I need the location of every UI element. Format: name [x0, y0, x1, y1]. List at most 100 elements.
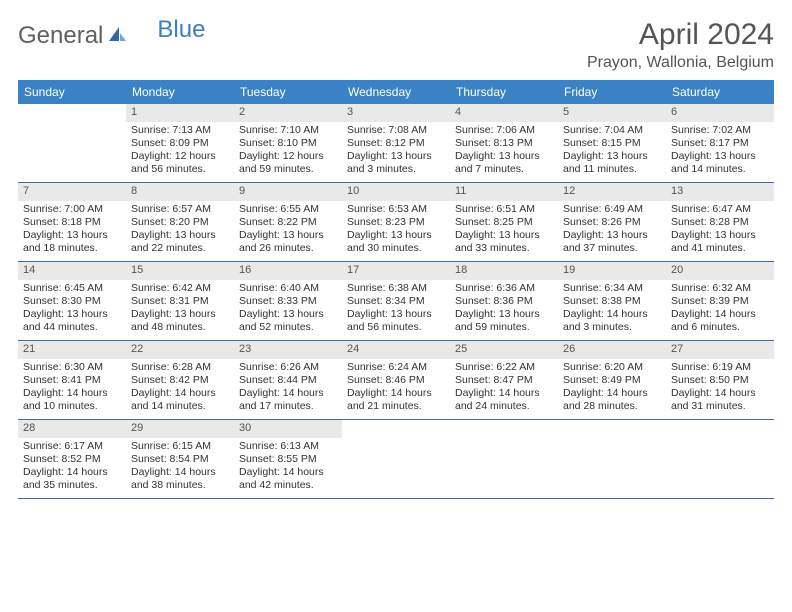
- day-content: Sunrise: 6:34 AMSunset: 8:38 PMDaylight:…: [558, 280, 666, 339]
- daylight-text-1: Daylight: 13 hours: [563, 229, 661, 242]
- day-number: 28: [18, 420, 126, 438]
- day-cell: 29Sunrise: 6:15 AMSunset: 8:54 PMDayligh…: [126, 420, 234, 498]
- day-number: 19: [558, 262, 666, 280]
- weekday-header-cell: Tuesday: [234, 80, 342, 104]
- day-number: 15: [126, 262, 234, 280]
- day-content: Sunrise: 7:10 AMSunset: 8:10 PMDaylight:…: [234, 122, 342, 181]
- daylight-text-2: and 10 minutes.: [23, 400, 121, 413]
- daylight-text-2: and 6 minutes.: [671, 321, 769, 334]
- sunset-text: Sunset: 8:09 PM: [131, 137, 229, 150]
- day-cell: 16Sunrise: 6:40 AMSunset: 8:33 PMDayligh…: [234, 262, 342, 340]
- day-cell: 11Sunrise: 6:51 AMSunset: 8:25 PMDayligh…: [450, 183, 558, 261]
- day-number: 26: [558, 341, 666, 359]
- sunset-text: Sunset: 8:18 PM: [23, 216, 121, 229]
- daylight-text-2: and 42 minutes.: [239, 479, 337, 492]
- daylight-text-2: and 14 minutes.: [671, 163, 769, 176]
- daylight-text-1: Daylight: 13 hours: [455, 150, 553, 163]
- day-content: Sunrise: 7:00 AMSunset: 8:18 PMDaylight:…: [18, 201, 126, 260]
- daylight-text-2: and 28 minutes.: [563, 400, 661, 413]
- sunset-text: Sunset: 8:26 PM: [563, 216, 661, 229]
- sunset-text: Sunset: 8:17 PM: [671, 137, 769, 150]
- day-content: Sunrise: 6:19 AMSunset: 8:50 PMDaylight:…: [666, 359, 774, 418]
- daylight-text-2: and 14 minutes.: [131, 400, 229, 413]
- day-cell: 12Sunrise: 6:49 AMSunset: 8:26 PMDayligh…: [558, 183, 666, 261]
- sunrise-text: Sunrise: 6:42 AM: [131, 282, 229, 295]
- day-content: Sunrise: 7:13 AMSunset: 8:09 PMDaylight:…: [126, 122, 234, 181]
- sunset-text: Sunset: 8:28 PM: [671, 216, 769, 229]
- day-number: 24: [342, 341, 450, 359]
- sunrise-text: Sunrise: 6:57 AM: [131, 203, 229, 216]
- sunset-text: Sunset: 8:49 PM: [563, 374, 661, 387]
- day-cell: 28Sunrise: 6:17 AMSunset: 8:52 PMDayligh…: [18, 420, 126, 498]
- sunset-text: Sunset: 8:38 PM: [563, 295, 661, 308]
- sunrise-text: Sunrise: 6:34 AM: [563, 282, 661, 295]
- day-number: 1: [126, 104, 234, 122]
- day-number: 4: [450, 104, 558, 122]
- sunset-text: Sunset: 8:30 PM: [23, 295, 121, 308]
- day-content: Sunrise: 6:49 AMSunset: 8:26 PMDaylight:…: [558, 201, 666, 260]
- day-content: Sunrise: 6:51 AMSunset: 8:25 PMDaylight:…: [450, 201, 558, 260]
- day-cell: 13Sunrise: 6:47 AMSunset: 8:28 PMDayligh…: [666, 183, 774, 261]
- day-content: Sunrise: 7:02 AMSunset: 8:17 PMDaylight:…: [666, 122, 774, 181]
- day-number: 8: [126, 183, 234, 201]
- sunset-text: Sunset: 8:10 PM: [239, 137, 337, 150]
- sunset-text: Sunset: 8:50 PM: [671, 374, 769, 387]
- empty-day-cell: [342, 420, 450, 498]
- daylight-text-2: and 30 minutes.: [347, 242, 445, 255]
- daylight-text-1: Daylight: 14 hours: [239, 387, 337, 400]
- sunrise-text: Sunrise: 6:38 AM: [347, 282, 445, 295]
- day-content: Sunrise: 6:38 AMSunset: 8:34 PMDaylight:…: [342, 280, 450, 339]
- day-number: 29: [126, 420, 234, 438]
- sunrise-text: Sunrise: 6:30 AM: [23, 361, 121, 374]
- daylight-text-2: and 3 minutes.: [563, 321, 661, 334]
- weekday-header-cell: Monday: [126, 80, 234, 104]
- daylight-text-2: and 21 minutes.: [347, 400, 445, 413]
- sunrise-text: Sunrise: 7:13 AM: [131, 124, 229, 137]
- sunset-text: Sunset: 8:54 PM: [131, 453, 229, 466]
- page-header: General Blue April 2024 Prayon, Wallonia…: [18, 18, 774, 72]
- daylight-text-1: Daylight: 13 hours: [23, 229, 121, 242]
- daylight-text-2: and 59 minutes.: [239, 163, 337, 176]
- daylight-text-1: Daylight: 14 hours: [131, 387, 229, 400]
- week-row: 7Sunrise: 7:00 AMSunset: 8:18 PMDaylight…: [18, 183, 774, 262]
- daylight-text-2: and 38 minutes.: [131, 479, 229, 492]
- daylight-text-2: and 3 minutes.: [347, 163, 445, 176]
- daylight-text-2: and 22 minutes.: [131, 242, 229, 255]
- day-content: Sunrise: 7:08 AMSunset: 8:12 PMDaylight:…: [342, 122, 450, 181]
- day-cell: 21Sunrise: 6:30 AMSunset: 8:41 PMDayligh…: [18, 341, 126, 419]
- sunrise-text: Sunrise: 6:47 AM: [671, 203, 769, 216]
- day-content: Sunrise: 6:30 AMSunset: 8:41 PMDaylight:…: [18, 359, 126, 418]
- logo: General Blue: [18, 22, 179, 50]
- sunset-text: Sunset: 8:36 PM: [455, 295, 553, 308]
- week-row: 14Sunrise: 6:45 AMSunset: 8:30 PMDayligh…: [18, 262, 774, 341]
- day-content: Sunrise: 6:45 AMSunset: 8:30 PMDaylight:…: [18, 280, 126, 339]
- day-content: Sunrise: 6:32 AMSunset: 8:39 PMDaylight:…: [666, 280, 774, 339]
- daylight-text-1: Daylight: 13 hours: [671, 150, 769, 163]
- daylight-text-1: Daylight: 14 hours: [23, 466, 121, 479]
- sunrise-text: Sunrise: 7:04 AM: [563, 124, 661, 137]
- daylight-text-2: and 26 minutes.: [239, 242, 337, 255]
- sunrise-text: Sunrise: 6:28 AM: [131, 361, 229, 374]
- sunrise-text: Sunrise: 6:22 AM: [455, 361, 553, 374]
- sunrise-text: Sunrise: 6:20 AM: [563, 361, 661, 374]
- daylight-text-2: and 24 minutes.: [455, 400, 553, 413]
- empty-day-cell: [18, 104, 126, 182]
- day-cell: 24Sunrise: 6:24 AMSunset: 8:46 PMDayligh…: [342, 341, 450, 419]
- sunset-text: Sunset: 8:23 PM: [347, 216, 445, 229]
- daylight-text-2: and 7 minutes.: [455, 163, 553, 176]
- sunrise-text: Sunrise: 7:08 AM: [347, 124, 445, 137]
- day-cell: 5Sunrise: 7:04 AMSunset: 8:15 PMDaylight…: [558, 104, 666, 182]
- day-cell: 20Sunrise: 6:32 AMSunset: 8:39 PMDayligh…: [666, 262, 774, 340]
- day-content: Sunrise: 6:17 AMSunset: 8:52 PMDaylight:…: [18, 438, 126, 497]
- day-number: 6: [666, 104, 774, 122]
- daylight-text-1: Daylight: 13 hours: [239, 308, 337, 321]
- weekday-header-cell: Sunday: [18, 80, 126, 104]
- daylight-text-1: Daylight: 13 hours: [131, 308, 229, 321]
- daylight-text-1: Daylight: 13 hours: [455, 229, 553, 242]
- sunset-text: Sunset: 8:31 PM: [131, 295, 229, 308]
- daylight-text-1: Daylight: 13 hours: [563, 150, 661, 163]
- daylight-text-2: and 33 minutes.: [455, 242, 553, 255]
- day-number: 25: [450, 341, 558, 359]
- day-cell: 19Sunrise: 6:34 AMSunset: 8:38 PMDayligh…: [558, 262, 666, 340]
- day-content: Sunrise: 6:55 AMSunset: 8:22 PMDaylight:…: [234, 201, 342, 260]
